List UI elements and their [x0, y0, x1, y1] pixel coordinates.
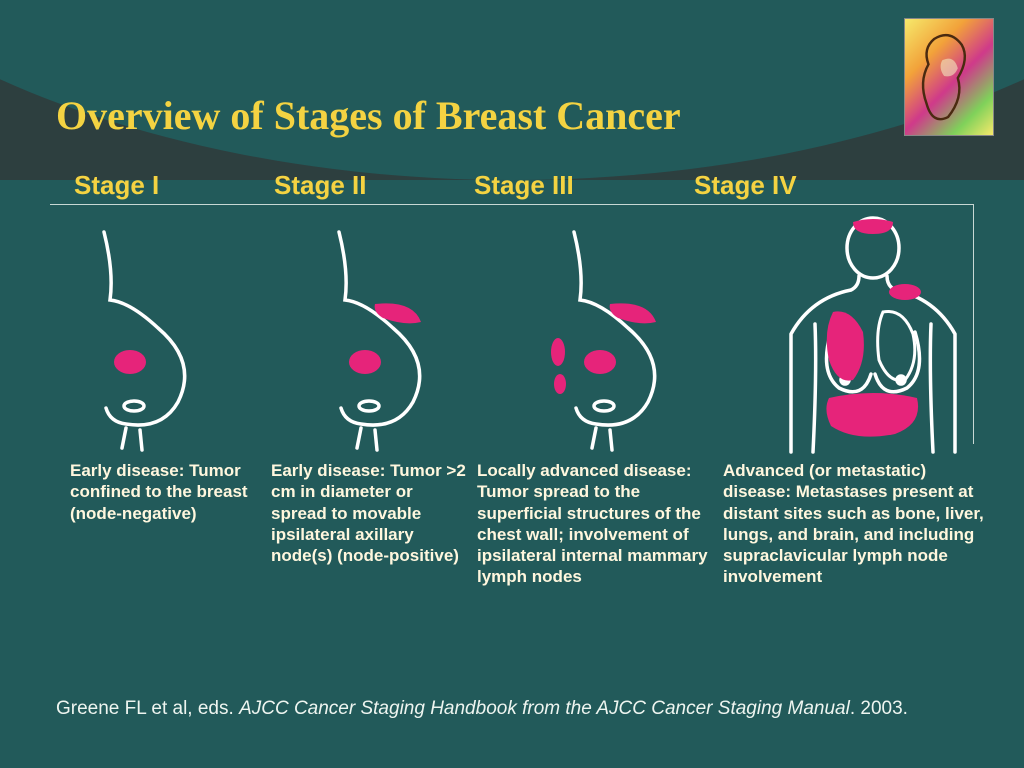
stage-2-diagram — [285, 204, 520, 454]
citation-italic: AJCC Cancer Staging Handbook from the AJ… — [239, 698, 850, 719]
stage-3-diagram — [520, 204, 755, 454]
stage-3-description: Locally advanced disease: Tumor spread t… — [477, 460, 717, 588]
tumor-small-central — [114, 350, 146, 374]
citation: Greene FL et al, eds. AJCC Cancer Stagin… — [56, 698, 908, 720]
citation-prefix: Greene FL et al, eds. — [56, 698, 239, 719]
stage-1-description: Early disease: Tumor confined to the bre… — [70, 460, 265, 588]
tumor-supraclavicular — [889, 284, 921, 300]
lung-right-outline — [878, 311, 915, 380]
tumor-small-central — [349, 350, 381, 374]
slide-content: Overview of Stages of Breast Cancer Stag… — [0, 0, 1024, 768]
tumor-brain — [853, 219, 893, 234]
stage-4-description: Advanced (or metastatic) disease: Metast… — [723, 460, 988, 588]
stage-4-label: Stage IV — [694, 170, 914, 201]
tumor-chest-wall-2 — [554, 374, 566, 394]
descriptions-row: Early disease: Tumor confined to the bre… — [70, 460, 996, 588]
citation-suffix: . 2003. — [850, 698, 908, 719]
stage-labels-row: Stage I Stage II Stage III Stage IV — [74, 170, 954, 201]
page-title: Overview of Stages of Breast Cancer — [56, 92, 681, 139]
tumor-liver — [826, 393, 918, 437]
stage-3-label: Stage III — [474, 170, 694, 201]
stage-2-label: Stage II — [274, 170, 474, 201]
stage-1-diagram — [50, 204, 285, 454]
tumor-chest-wall-1 — [551, 338, 565, 366]
decor-artwork — [904, 18, 994, 136]
stage-1-label: Stage I — [74, 170, 274, 201]
diagrams-row — [50, 204, 990, 454]
tumor-lung-left — [827, 311, 864, 380]
tumor-small-central — [584, 350, 616, 374]
stage-4-diagram — [755, 204, 990, 454]
stage-2-description: Early disease: Tumor >2 cm in diameter o… — [271, 460, 471, 588]
